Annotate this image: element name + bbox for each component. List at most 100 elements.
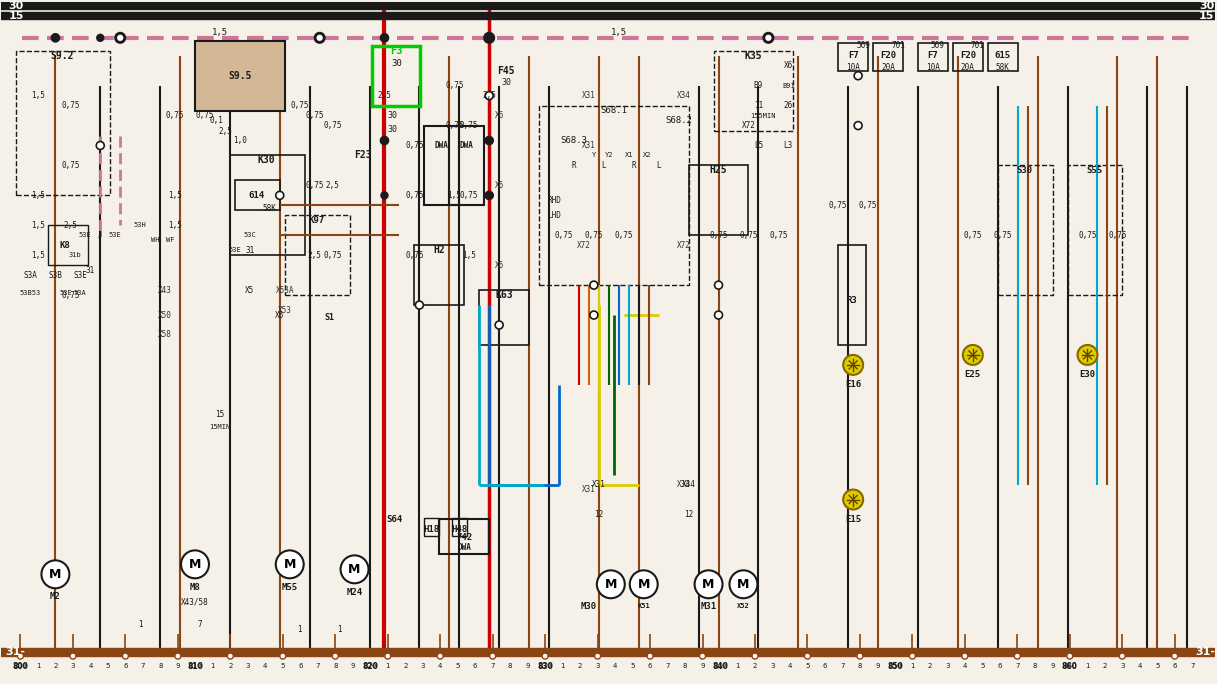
- Text: 15: 15: [215, 410, 225, 419]
- Text: R3: R3: [847, 295, 858, 304]
- Text: M2: M2: [50, 592, 61, 601]
- Text: B91: B91: [783, 83, 795, 89]
- Circle shape: [695, 570, 723, 598]
- Text: 3: 3: [71, 663, 75, 669]
- Bar: [414, 246, 464, 305]
- Text: 7: 7: [315, 663, 320, 669]
- Text: 20A: 20A: [881, 63, 894, 73]
- Text: 1: 1: [211, 663, 215, 669]
- Text: RHD: RHD: [548, 196, 561, 205]
- Text: 860: 860: [1062, 663, 1077, 669]
- Text: 0,75: 0,75: [769, 231, 787, 240]
- Text: 800: 800: [12, 661, 28, 670]
- Text: 0,75: 0,75: [324, 251, 342, 260]
- Circle shape: [116, 33, 125, 43]
- Text: 1,5: 1,5: [212, 28, 228, 38]
- Text: S9.2: S9.2: [51, 51, 74, 61]
- Bar: [479, 290, 529, 345]
- Bar: [839, 246, 867, 345]
- Text: 0,75: 0,75: [405, 251, 424, 260]
- Text: 0,75: 0,75: [829, 201, 847, 210]
- Text: 9: 9: [875, 663, 880, 669]
- Circle shape: [1120, 653, 1126, 659]
- Circle shape: [700, 653, 706, 659]
- Bar: [285, 215, 349, 295]
- Text: 0,75: 0,75: [61, 291, 79, 300]
- Text: 1,5: 1,5: [462, 251, 476, 260]
- Text: L: L: [601, 161, 606, 170]
- Text: 1: 1: [560, 663, 565, 669]
- Bar: [998, 166, 1053, 295]
- Text: H18: H18: [424, 525, 439, 534]
- Text: 0,75: 0,75: [405, 141, 424, 150]
- Text: 2: 2: [228, 663, 232, 669]
- Circle shape: [437, 653, 443, 659]
- Circle shape: [486, 192, 493, 199]
- Text: X52: X52: [738, 603, 750, 609]
- Text: 1,5: 1,5: [32, 91, 45, 100]
- Text: 5: 5: [455, 663, 460, 669]
- Bar: [1067, 166, 1122, 295]
- Circle shape: [486, 34, 493, 42]
- Circle shape: [486, 137, 493, 144]
- Text: 3: 3: [946, 663, 949, 669]
- Text: 0,75: 0,75: [405, 191, 424, 200]
- Circle shape: [963, 345, 983, 365]
- Text: 1: 1: [735, 663, 740, 669]
- Text: 9: 9: [700, 663, 705, 669]
- Text: X6: X6: [494, 111, 504, 120]
- Text: 6: 6: [298, 663, 303, 669]
- Bar: [539, 105, 689, 285]
- Circle shape: [51, 34, 60, 42]
- Text: 1,5: 1,5: [448, 191, 461, 200]
- Text: X31: X31: [591, 480, 606, 489]
- Text: 2,5: 2,5: [377, 91, 392, 100]
- Text: WH: WH: [151, 237, 159, 244]
- Text: M31: M31: [701, 602, 717, 611]
- Text: H2: H2: [433, 246, 445, 255]
- Bar: [453, 518, 467, 536]
- Text: S68.1: S68.1: [600, 106, 627, 115]
- Text: E15: E15: [845, 515, 862, 524]
- Text: 860: 860: [1062, 661, 1078, 670]
- Text: X6: X6: [494, 261, 504, 269]
- Circle shape: [486, 137, 493, 144]
- Bar: [449, 126, 484, 205]
- Circle shape: [41, 560, 69, 588]
- Circle shape: [381, 137, 388, 144]
- Text: 800: 800: [13, 663, 27, 669]
- Text: X1: X1: [624, 153, 633, 159]
- Text: 0,75: 0,75: [993, 231, 1013, 240]
- Text: 820: 820: [363, 661, 378, 670]
- Text: F7: F7: [927, 51, 938, 60]
- Text: L: L: [656, 161, 661, 170]
- Text: X53: X53: [277, 306, 292, 315]
- Text: 0,75: 0,75: [584, 231, 604, 240]
- Text: X34: X34: [682, 480, 696, 489]
- Text: 0,75: 0,75: [291, 101, 309, 110]
- Text: 2,5: 2,5: [218, 127, 232, 136]
- Text: E16: E16: [845, 380, 862, 389]
- Text: 3: 3: [1120, 663, 1125, 669]
- Text: 0,75: 0,75: [61, 161, 79, 170]
- Circle shape: [961, 653, 968, 659]
- Text: M: M: [605, 578, 617, 591]
- Text: 8: 8: [507, 663, 512, 669]
- Text: 6: 6: [823, 663, 828, 669]
- Text: M: M: [738, 578, 750, 591]
- Text: S64: S64: [386, 515, 403, 524]
- Circle shape: [97, 34, 103, 41]
- Text: 4: 4: [438, 663, 443, 669]
- Text: M: M: [284, 558, 296, 571]
- Bar: [16, 51, 111, 196]
- Text: F7: F7: [848, 51, 858, 60]
- Text: 0,75: 0,75: [324, 121, 342, 130]
- Text: 0,75: 0,75: [1109, 231, 1127, 240]
- Text: S68.3: S68.3: [561, 136, 588, 145]
- Text: 0,75: 0,75: [615, 231, 633, 240]
- Text: 1: 1: [138, 620, 142, 629]
- Text: 53A: 53A: [74, 290, 86, 296]
- Text: 0,75: 0,75: [445, 121, 464, 130]
- Text: 2,5: 2,5: [482, 91, 497, 100]
- Text: 810: 810: [189, 663, 202, 669]
